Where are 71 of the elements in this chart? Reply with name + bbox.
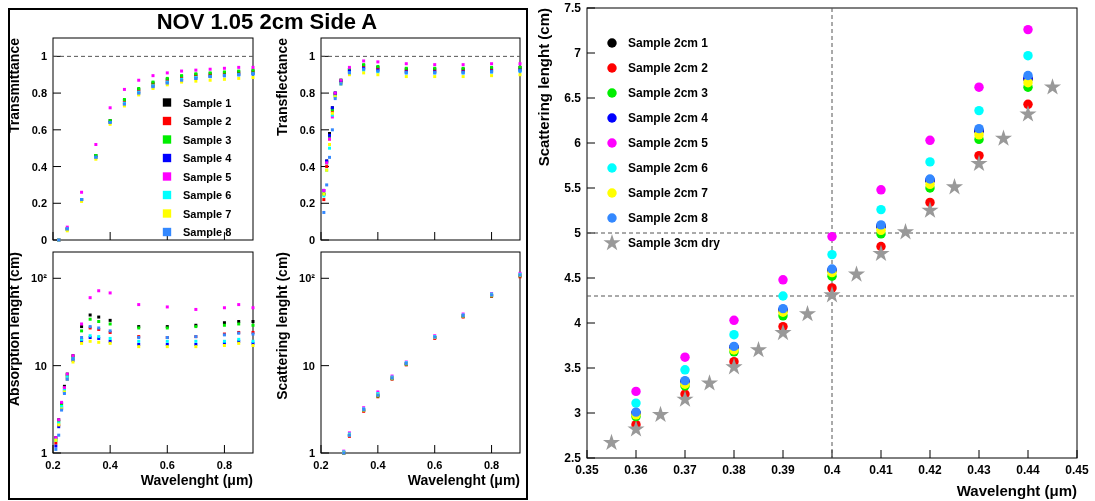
y-tick-label: 0.6 bbox=[31, 123, 47, 136]
y-tick-label: 0.4 bbox=[31, 160, 48, 173]
x-tick-label: 0.35 bbox=[575, 463, 599, 477]
x-tick-label: 0.4 bbox=[823, 463, 841, 477]
legend-label: Sample 5 bbox=[183, 170, 232, 183]
legend-label: Sample 2cm 2 bbox=[628, 61, 709, 75]
x-tick-label: 0.41 bbox=[869, 463, 893, 477]
x-tick-label: 0.6 bbox=[427, 459, 443, 471]
y-tick-label: 3 bbox=[574, 406, 582, 420]
y-tick-label: 10 bbox=[34, 359, 47, 372]
y-tick-label: 1 bbox=[308, 447, 315, 459]
y-tick-label: 4.5 bbox=[564, 271, 582, 285]
x-tick-label: 0.8 bbox=[483, 459, 500, 471]
y-tick-label: 10² bbox=[299, 272, 316, 285]
y-tick-label: 7 bbox=[574, 46, 582, 60]
y-tick-label: 0.4 bbox=[299, 160, 316, 173]
legend-label: Sample 2cm 3 bbox=[628, 86, 709, 100]
x-tick-label: 0.4 bbox=[370, 459, 387, 471]
y-tick-label: 0.6 bbox=[299, 123, 315, 136]
y-tick-label: 0.2 bbox=[31, 197, 47, 210]
x-tick-label: 0.36 bbox=[624, 463, 648, 477]
legend-label: Sample 2cm 8 bbox=[628, 211, 709, 225]
chart-title: NOV 1.05 2cm Side A bbox=[156, 9, 378, 34]
y-tick-label: 5.5 bbox=[564, 181, 582, 195]
y-tick-label: 10 bbox=[302, 359, 315, 372]
x-tick-label: 0.45 bbox=[1065, 463, 1089, 477]
y-tick-label: 0.2 bbox=[299, 197, 315, 210]
y-tick-label: 1 bbox=[308, 50, 315, 63]
y-tick-label: 0 bbox=[40, 234, 47, 246]
legend-label: Sample 6 bbox=[183, 189, 232, 201]
y-tick-label: 10² bbox=[31, 272, 48, 285]
legend-label: Sample 3cm dry bbox=[628, 236, 721, 250]
y-tick-label: 0 bbox=[308, 234, 315, 246]
legend-label: Sample 2 bbox=[183, 115, 232, 127]
x-tick-label: 0.6 bbox=[159, 459, 175, 471]
x-axis-title: Wavelenght (μm) bbox=[956, 482, 1077, 499]
legend-label: Sample 2cm 7 bbox=[628, 186, 709, 200]
legend-label: Sample 4 bbox=[183, 152, 233, 164]
legend-label: Sample 2cm 1 bbox=[628, 36, 709, 50]
x-axis-title: Wavelenght (μm) bbox=[140, 472, 253, 488]
y-tick-label: 7.5 bbox=[564, 1, 582, 15]
legend-label: Sample 3 bbox=[183, 133, 232, 146]
y-tick-label: 4 bbox=[574, 316, 582, 330]
y-axis-title: Transmittance bbox=[6, 37, 22, 133]
y-tick-label: 2.5 bbox=[564, 451, 582, 465]
y-tick-label: 1 bbox=[40, 50, 47, 63]
y-tick-label: 6 bbox=[574, 136, 582, 150]
legend-label: Sample 2cm 6 bbox=[628, 161, 709, 175]
x-tick-label: 0.39 bbox=[771, 463, 795, 477]
legend-label: Sample 7 bbox=[183, 207, 232, 220]
y-tick-label: 3.5 bbox=[564, 361, 582, 375]
x-tick-label: 0.4 bbox=[102, 459, 119, 471]
legend-label: Sample 2cm 4 bbox=[628, 111, 709, 125]
x-tick-label: 0.43 bbox=[967, 463, 991, 477]
legend-label: Sample 2cm 5 bbox=[628, 136, 709, 150]
x-tick-label: 0.37 bbox=[673, 463, 697, 477]
x-axis-title: Wavelenght (μm) bbox=[407, 472, 520, 488]
y-tick-label: 6.5 bbox=[564, 91, 582, 105]
y-tick-label: 1 bbox=[40, 447, 47, 459]
y-axis-title: Transflectance bbox=[274, 37, 290, 137]
y-tick-label: 0.8 bbox=[31, 87, 47, 100]
x-tick-label: 0.44 bbox=[1016, 463, 1040, 477]
y-tick-label: 0.8 bbox=[299, 87, 315, 100]
x-tick-label: 0.42 bbox=[918, 463, 942, 477]
legend-label: Sample 1 bbox=[183, 96, 232, 109]
y-axis-title: Scattering lenght (cm) bbox=[274, 252, 290, 400]
x-tick-label: 0.8 bbox=[216, 459, 233, 471]
x-tick-label: 0.38 bbox=[722, 463, 746, 477]
y-axis-title: Scattering lenght (cm) bbox=[535, 8, 552, 167]
y-tick-label: 5 bbox=[574, 226, 582, 240]
legend-label: Sample 8 bbox=[183, 226, 232, 238]
